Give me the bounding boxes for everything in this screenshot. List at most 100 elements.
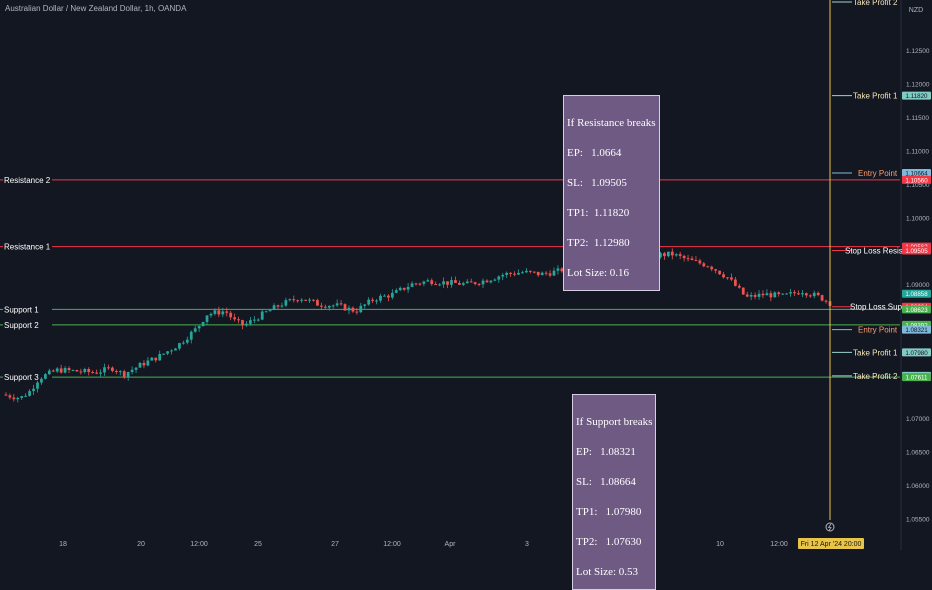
price-badge xyxy=(902,175,931,184)
candle-body xyxy=(71,369,75,371)
candle-body xyxy=(509,272,513,274)
candle-body xyxy=(497,276,501,280)
price-badge xyxy=(902,373,931,382)
candle-body xyxy=(670,251,674,256)
candle-body xyxy=(560,268,564,272)
candle-body xyxy=(686,258,690,260)
candle-body xyxy=(457,282,461,285)
candle-body xyxy=(525,270,528,273)
price-badge xyxy=(902,305,931,314)
candle-body xyxy=(749,294,753,297)
candle-body xyxy=(75,369,79,372)
level-label: Support 3 xyxy=(4,373,39,382)
candle-body xyxy=(485,280,489,283)
candle-body xyxy=(540,272,544,276)
note-line: If Resistance breaks xyxy=(567,117,656,129)
candle-body xyxy=(16,397,20,400)
candle-body xyxy=(316,300,319,306)
candle-body xyxy=(83,369,87,373)
candle-body xyxy=(249,320,252,324)
candle-body xyxy=(347,307,351,311)
candle-body xyxy=(710,266,714,270)
note-line: TP1: 1.11820 xyxy=(567,207,630,219)
candle-body xyxy=(757,293,761,297)
candle-body xyxy=(406,286,410,290)
y-tick-label: 1.11000 xyxy=(906,148,929,155)
candle-body xyxy=(414,283,418,285)
candle-body xyxy=(126,372,130,377)
candle-body xyxy=(280,305,284,307)
candle-body xyxy=(158,353,162,361)
candle-body xyxy=(59,368,63,373)
candle-body xyxy=(95,372,99,374)
candle-body xyxy=(501,274,505,277)
candle-body xyxy=(233,317,237,320)
trade-label: Take Profit 1 xyxy=(853,92,898,101)
chart-area[interactable]: NZD1.055001.060001.065001.070001.080001.… xyxy=(0,0,932,550)
candle-body xyxy=(47,370,51,375)
candle-body xyxy=(252,319,256,321)
candle-body xyxy=(801,293,804,295)
resistance-break-note[interactable]: If Resistance breaks EP: 1.0664 SL: 1.09… xyxy=(563,95,660,291)
candle-body xyxy=(359,305,363,313)
candle-body xyxy=(398,287,402,291)
candle-body xyxy=(666,251,670,257)
candle-body xyxy=(777,292,781,295)
x-tick-label: 27 xyxy=(331,541,339,548)
candle-body xyxy=(185,339,189,343)
candle-body xyxy=(91,372,95,374)
candle-body xyxy=(284,300,288,306)
level-label: Resistance 1 xyxy=(4,243,51,252)
candle-body xyxy=(718,270,721,275)
note-line: EP: 1.08321 xyxy=(576,446,636,458)
candlestick-chart[interactable]: NZD1.055001.060001.065001.070001.080001.… xyxy=(0,0,932,550)
trade-label: Take Profit 2 xyxy=(853,0,898,7)
y-tick-label: 1.05500 xyxy=(906,516,930,523)
candle-body xyxy=(146,360,150,366)
candle-body xyxy=(288,299,292,301)
candle-body xyxy=(513,273,516,275)
candle-body xyxy=(304,299,307,301)
note-line: If Support breaks xyxy=(576,416,653,428)
x-tick-label: 12:00 xyxy=(383,541,401,548)
candle-body xyxy=(454,280,457,283)
price-badge-label: 1.07611 xyxy=(906,375,928,382)
candle-body xyxy=(296,300,300,302)
x-tick-label: 25 xyxy=(254,541,262,548)
cursor-time-label: Fri 12 Apr '24 20:00 xyxy=(801,541,862,548)
price-badge-label: 1.10560 xyxy=(905,177,928,184)
candle-body xyxy=(20,396,24,398)
candle-body xyxy=(189,331,193,340)
candle-body xyxy=(166,351,169,354)
candle-body xyxy=(138,362,142,368)
candle-body xyxy=(162,353,166,355)
candle-body xyxy=(237,319,240,321)
candle-body xyxy=(99,372,102,374)
candle-body xyxy=(536,271,540,276)
x-tick-label: 12:00 xyxy=(190,541,208,548)
candle-body xyxy=(205,315,209,322)
candle-body xyxy=(268,310,272,312)
candle-body xyxy=(422,281,426,284)
candle-body xyxy=(213,310,217,314)
support-break-note[interactable]: If Support breaks EP: 1.08321 SL: 1.0866… xyxy=(572,394,657,590)
candle-body xyxy=(517,272,520,275)
candle-body xyxy=(390,292,394,298)
candle-body xyxy=(820,295,824,301)
candle-body xyxy=(789,292,792,294)
candle-body xyxy=(730,277,733,280)
candle-body xyxy=(753,294,757,297)
candle-body xyxy=(481,280,485,285)
candle-body xyxy=(442,281,445,285)
candle-body xyxy=(745,294,749,297)
candle-body xyxy=(714,269,718,271)
candle-body xyxy=(375,300,378,302)
candle-body xyxy=(323,306,327,308)
candle-body xyxy=(682,255,686,259)
candle-body xyxy=(312,299,315,301)
candle-body xyxy=(722,274,725,278)
candle-body xyxy=(532,271,536,273)
x-tick-label: 20 xyxy=(137,541,145,548)
candle-body xyxy=(465,281,469,284)
price-badge-label: 1.11820 xyxy=(906,93,928,100)
